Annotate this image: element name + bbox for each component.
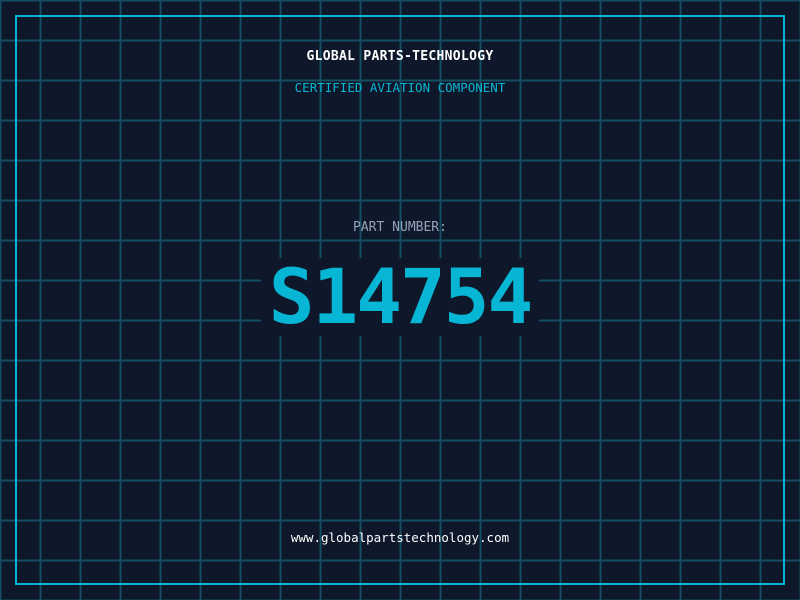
certification-subtitle: CERTIFIED AVIATION COMPONENT <box>294 80 506 95</box>
part-number-container: S14754 <box>0 258 800 336</box>
part-number-value: S14754 <box>260 258 540 336</box>
part-number-label: PART NUMBER: <box>353 220 447 235</box>
company-title: GLOBAL PARTS-TECHNOLOGY <box>306 49 494 64</box>
website-url: www.globalpartstechnology.com <box>290 530 510 545</box>
border-frame <box>15 15 785 585</box>
